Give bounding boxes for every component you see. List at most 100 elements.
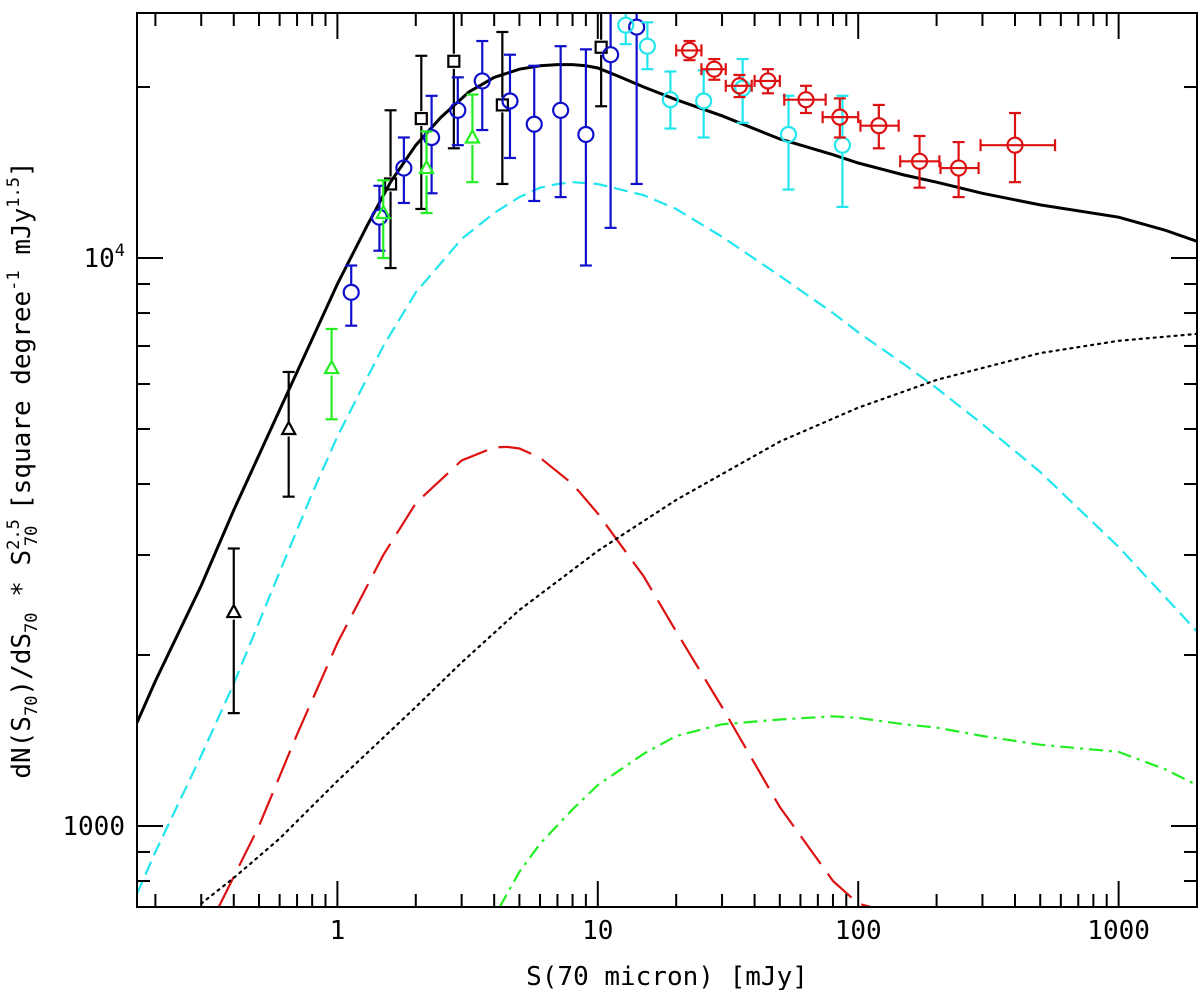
circle-marker (1006, 136, 1024, 154)
y-axis-title: dN(S70)/dS70 * S2.570 [square degree-1 m… (4, 161, 42, 778)
data-point-circle (395, 136, 413, 205)
data-point-circle (833, 94, 852, 209)
x-tick-label: 10 (582, 916, 613, 946)
data-point-circle (783, 84, 827, 115)
cyan-dashed-model-line (137, 181, 1197, 895)
y-tick-label: 1000 (62, 812, 125, 842)
data-point-triangle (464, 93, 481, 184)
circle-marker (577, 125, 595, 144)
red-longdash-model-line (217, 445, 875, 907)
data-point-circle (734, 57, 752, 124)
triangle-marker (418, 158, 435, 175)
triangle-marker (323, 358, 340, 375)
data-point-circle (899, 134, 941, 189)
square-marker (414, 111, 428, 126)
square-marker (447, 54, 461, 68)
y-axis-title-part: dN(S (7, 716, 37, 779)
data-point-circle (501, 53, 519, 160)
circle-marker (422, 128, 441, 147)
data-point-circle (628, 13, 646, 186)
circle-marker (730, 77, 749, 95)
y-axis-title-part: )/dS (7, 633, 37, 696)
plot-frame (136, 12, 1198, 908)
data-point-circle (552, 45, 570, 199)
circle-marker (501, 92, 519, 110)
circle-marker (680, 41, 699, 60)
data-point-circle (449, 76, 467, 147)
y-axis-title-part: mJy (7, 208, 37, 271)
y-axis-title-part: -1 (4, 270, 24, 290)
data-point-square (383, 109, 398, 270)
circle-marker (797, 91, 815, 109)
triangle-marker (225, 602, 243, 619)
circle-marker (705, 60, 723, 78)
data-point-circle (602, 13, 620, 229)
circle-marker (695, 92, 713, 110)
data-point-circle (753, 68, 781, 95)
y-tick-label-base: 10 (83, 244, 114, 274)
y-axis-title-part: 70 (22, 612, 42, 632)
data-point-triangle (374, 179, 392, 260)
y-axis-title-part: 70 (22, 526, 42, 546)
x-tick-label: 1000 (1087, 916, 1150, 946)
data-point-circle (675, 39, 703, 62)
x-tick-labels: 1 10 100 1000 (330, 916, 1150, 946)
y-axis-title-part: 1.5 (4, 177, 24, 208)
data-point-circle (617, 13, 635, 46)
data-point-triangle (323, 327, 340, 421)
data-point-circle (700, 57, 727, 81)
x-tick-label: 1 (330, 916, 346, 946)
x-axis-title: S(70 micron) [mJy] (526, 962, 808, 990)
dotted-model-line (200, 332, 1197, 905)
data-point-circle (342, 264, 360, 327)
data-point-circle (724, 73, 753, 99)
circle-marker (831, 108, 849, 126)
circle-marker (759, 72, 777, 90)
y-axis-title-part: 2.5 (4, 519, 24, 550)
data-point-circle (577, 48, 595, 267)
points-layer (225, 13, 1057, 715)
data-point-circle (821, 97, 860, 139)
triangle-marker (374, 203, 392, 220)
circle-marker (342, 283, 360, 301)
y-tick-label-base: 1000 (62, 812, 125, 842)
axis-ticks (137, 13, 1198, 907)
data-point-square (447, 13, 461, 150)
circle-marker (734, 79, 752, 97)
data-point-circle (979, 111, 1057, 184)
data-point-circle (473, 39, 491, 132)
data-point-square (414, 54, 428, 211)
circle-marker (473, 72, 491, 90)
circle-marker (449, 101, 467, 119)
data-point-triangle (280, 370, 298, 498)
data-point-circle (661, 70, 679, 130)
y-axis-title-part: ] (7, 161, 37, 177)
y-axis-title-part: * S (7, 550, 37, 613)
total-model-line (137, 63, 1197, 724)
data-point-circle (638, 21, 656, 71)
x-tick-label: 100 (835, 916, 882, 946)
circle-marker (395, 159, 413, 177)
circle-marker (638, 37, 656, 55)
circle-marker (617, 16, 635, 34)
triangle-marker (464, 128, 481, 144)
circle-marker (661, 91, 679, 109)
y-tick-label: 104 (83, 241, 125, 274)
data-point-square (495, 30, 509, 186)
data-point-triangle (418, 130, 435, 215)
data-point-circle (779, 94, 798, 191)
y-tick-label-exponent: 4 (115, 241, 125, 261)
data-point-circle (525, 64, 543, 203)
circle-marker (950, 159, 968, 177)
circle-marker (602, 46, 620, 64)
y-axis-title-part: 70 (22, 696, 42, 716)
y-axis-title-part: [square degree (7, 291, 37, 526)
series-layer (137, 63, 1197, 907)
circle-marker (833, 136, 852, 154)
circle-marker (870, 117, 888, 135)
circle-marker (910, 152, 929, 170)
triangle-marker (280, 419, 298, 436)
circle-marker (552, 101, 570, 119)
y-tick-labels: 1000 104 (62, 241, 125, 842)
